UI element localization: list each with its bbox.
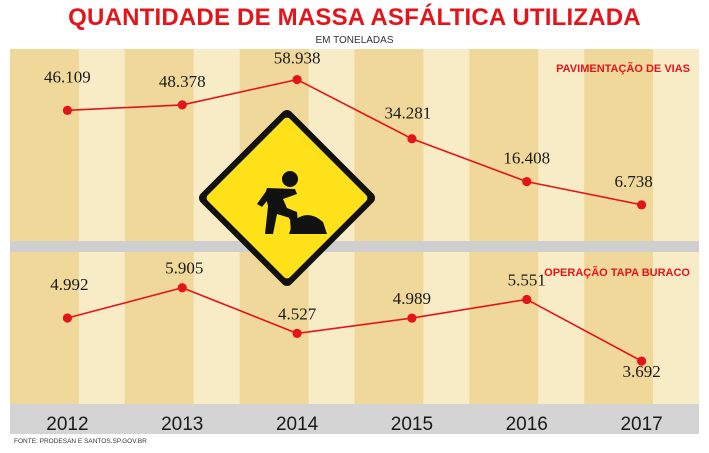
worker-head <box>282 171 298 187</box>
data-label: 16.408 <box>503 149 550 168</box>
data-label: 34.281 <box>385 104 432 123</box>
data-point <box>292 74 302 85</box>
data-label: 46.109 <box>44 67 91 86</box>
year-band <box>354 49 424 404</box>
series-title: PAVIMENTAÇÃO DE VIAS <box>556 62 690 75</box>
data-label: 4.527 <box>278 304 317 323</box>
year-band <box>584 49 654 404</box>
plot-background <box>10 49 699 434</box>
data-label: 4.989 <box>393 289 431 308</box>
data-point <box>177 283 187 293</box>
data-label: 48.378 <box>159 72 206 91</box>
x-tick-label: 2014 <box>276 414 319 435</box>
data-point <box>522 294 532 305</box>
series-pavimentacao: 46.109 48.378 58.938 34.281 16.408 6.738 <box>44 49 653 210</box>
data-point <box>292 328 302 338</box>
year-band <box>10 49 79 404</box>
data-point <box>407 134 417 144</box>
data-label: 5.905 <box>165 259 203 278</box>
data-point <box>407 313 417 323</box>
x-tick-label: 2012 <box>46 414 88 435</box>
data-label: 6.738 <box>614 172 652 191</box>
series-tapa-buraco: 4.992 5.905 4.527 4.989 5.551 3.692 <box>50 259 660 381</box>
road-work-sign-icon <box>198 109 376 287</box>
series-title: OPERAÇÃO TAPA BURACO <box>544 266 690 279</box>
data-point <box>522 177 532 187</box>
x-tick-label: 2015 <box>391 414 433 435</box>
data-point <box>62 105 73 115</box>
source-note: FONTE: PRODESAN E SANTOS.SP.GOV.BR <box>14 438 147 445</box>
data-point <box>636 356 647 366</box>
data-label: 4.992 <box>50 275 88 294</box>
year-axis-bar <box>10 404 699 434</box>
worker-arm <box>257 190 271 207</box>
shovel-handle <box>277 201 297 225</box>
chart-subtitle: EM TONELADAS <box>315 35 394 46</box>
data-label: 5.551 <box>508 270 546 289</box>
data-label: 3.692 <box>622 362 660 381</box>
data-point <box>177 100 187 110</box>
year-band <box>469 49 539 404</box>
series-line <box>67 78 642 206</box>
data-point <box>636 200 647 210</box>
x-tick-label: 2017 <box>620 414 662 435</box>
x-tick-label: 2016 <box>506 414 548 435</box>
dirt-pile <box>289 215 327 234</box>
sign-face <box>206 117 368 279</box>
data-label: 58.938 <box>274 49 321 68</box>
series-line <box>67 286 642 362</box>
chart-title: QUANTIDADE DE MASSA ASFÁLTICA UTILIZADA <box>68 4 641 31</box>
x-tick-label: 2013 <box>161 414 203 435</box>
data-point <box>62 313 73 323</box>
panel-divider <box>10 241 699 252</box>
worker-body <box>265 188 299 234</box>
